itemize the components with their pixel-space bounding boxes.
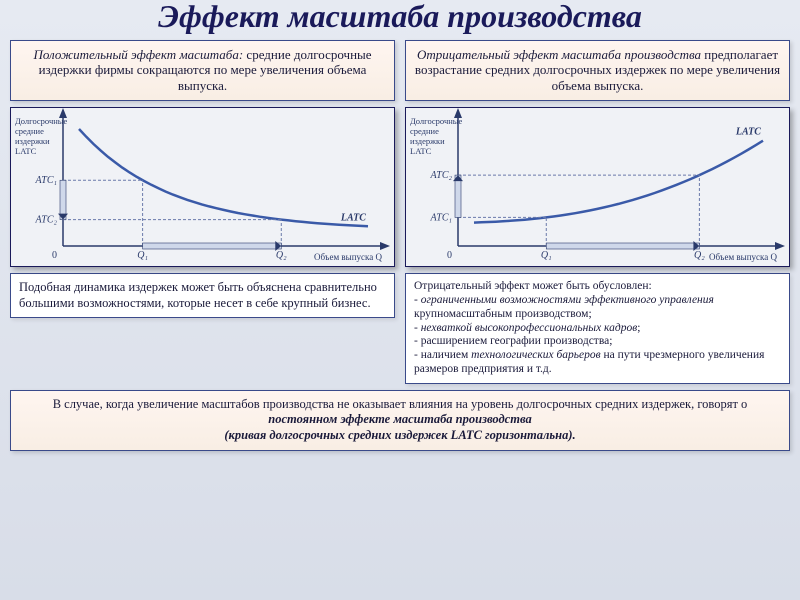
- svg-text:LATC: LATC: [410, 146, 432, 156]
- svg-text:Долгосрочные: Долгосрочные: [15, 116, 68, 126]
- footer-box: В случае, когда увеличение масштабов про…: [10, 390, 790, 451]
- page-title: Эффект масштаба производства: [10, 0, 790, 40]
- right-bullet: - наличием технологических барьеров на п…: [414, 349, 781, 377]
- svg-text:Q₁: Q₁: [541, 250, 552, 261]
- svg-text:ATC₁: ATC₁: [35, 175, 57, 186]
- right-heading-box: Отрицательный эффект масштаба производст…: [405, 40, 790, 102]
- right-bullet: - нехваткой высокопрофессиональных кадро…: [414, 322, 781, 336]
- svg-text:Объем выпуска Q: Объем выпуска Q: [314, 252, 383, 262]
- svg-text:LATC: LATC: [15, 146, 37, 156]
- svg-text:LATC: LATC: [340, 212, 366, 223]
- footer-l1b: постоянном эффекте масштаба производства: [268, 412, 531, 426]
- right-intro: Отрицательный эффект может быть обусловл…: [414, 280, 781, 294]
- svg-text:издержки: издержки: [15, 136, 50, 146]
- left-explain: Подобная динамика издержек может быть об…: [19, 280, 377, 310]
- left-heading: Положительный эффект масштаба:: [33, 47, 243, 62]
- svg-text:издержки: издержки: [410, 136, 445, 146]
- right-bullet: - расширением географии производства;: [414, 335, 781, 349]
- svg-text:ATC₁: ATC₁: [430, 213, 452, 224]
- svg-text:ATC₂: ATC₂: [35, 215, 58, 226]
- left-chart: 0 Q₁ Q₂ ATC₁ ATC₂ LATC Объем выпуска Q Долгосро…: [10, 107, 395, 267]
- svg-text:Q₁: Q₁: [137, 250, 148, 261]
- svg-text:Объем выпуска Q: Объем выпуска Q: [709, 252, 778, 262]
- svg-text:Q₂: Q₂: [276, 250, 287, 261]
- svg-text:Q₂: Q₂: [694, 250, 705, 261]
- svg-text:средние: средние: [15, 126, 44, 136]
- svg-text:Долгосрочные: Долгосрочные: [410, 116, 463, 126]
- svg-text:LATC: LATC: [735, 127, 761, 138]
- right-bullet: - ограниченными возможностями эффективно…: [414, 294, 781, 322]
- svg-text:средние: средние: [410, 126, 439, 136]
- right-heading: Отрицательный эффект масштаба производст…: [417, 47, 701, 62]
- left-explain-box: Подобная динамика издержек может быть об…: [10, 273, 395, 318]
- footer-l2: (кривая долгосрочных средних издержек LA…: [224, 428, 575, 442]
- footer-l1a: В случае, когда увеличение масштабов про…: [53, 397, 748, 411]
- svg-text:ATC₂: ATC₂: [430, 170, 453, 181]
- left-heading-box: Положительный эффект масштаба: средние д…: [10, 40, 395, 102]
- right-explain-box: Отрицательный эффект может быть обусловл…: [405, 273, 790, 384]
- svg-text:0: 0: [447, 250, 452, 261]
- right-chart: 0 Q₁ Q₂ ATC₁ ATC₂ LATC Объем выпуска Q Долгосро…: [405, 107, 790, 267]
- svg-text:0: 0: [52, 250, 57, 261]
